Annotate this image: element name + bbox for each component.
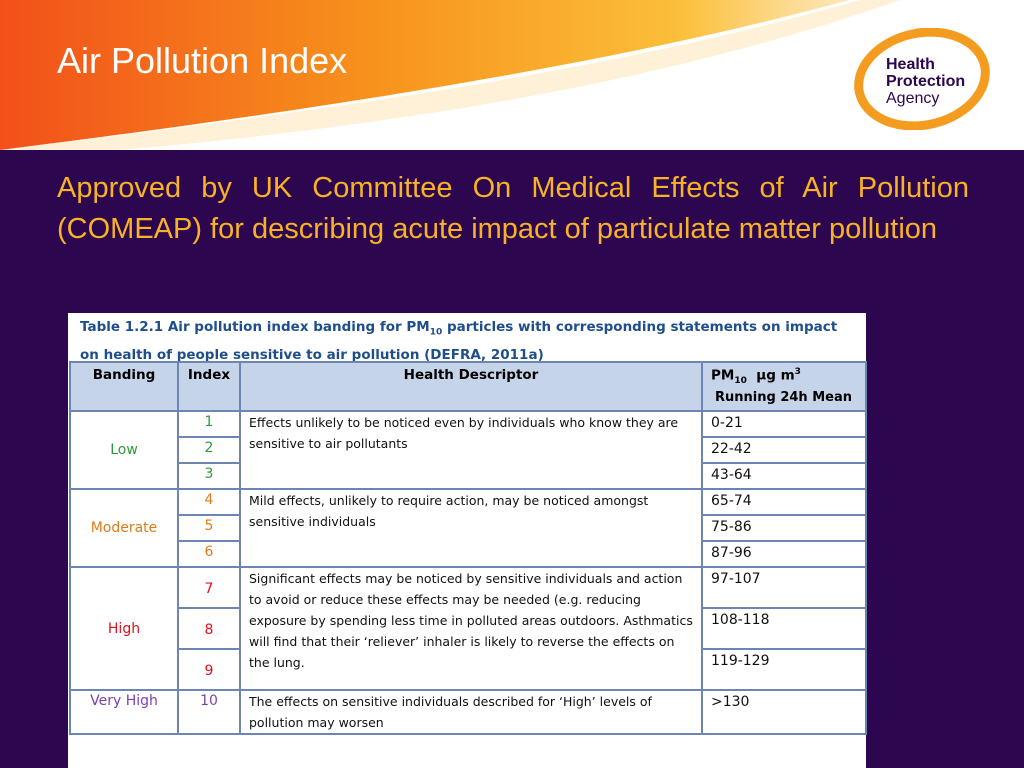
- index-cell: 9: [177, 648, 241, 691]
- index-cell: 4: [177, 488, 241, 516]
- logo-line-agency: Agency: [886, 90, 940, 107]
- index-cell: 8: [177, 607, 241, 650]
- pm-prefix: PM: [711, 367, 735, 384]
- table-row: 6 87-96: [70, 540, 867, 568]
- orange-swoosh-graphic: [0, 0, 900, 150]
- hpa-logo-icon: [854, 28, 990, 130]
- logo-line-health: Health: [886, 56, 935, 73]
- pm-cell: 43-64: [701, 462, 867, 490]
- descriptor-moderate: Mild effects, unlikely to require action…: [239, 488, 703, 568]
- pm-cell: 87-96: [701, 540, 867, 568]
- table-row: 5 75-86: [70, 514, 867, 542]
- index-cell: 5: [177, 514, 241, 542]
- pm-cell: >130: [701, 689, 867, 735]
- pm-subscript: 10: [734, 376, 747, 387]
- pm-superscript: 3: [794, 367, 801, 377]
- table-row: 8 108-118: [70, 607, 867, 650]
- table-header-row: Banding Index Health Descriptor PM10 µg …: [69, 361, 867, 412]
- table-panel: Table 1.2.1 Air pollution index banding …: [68, 313, 867, 768]
- pm-cell: 0-21: [701, 410, 867, 438]
- pm-running-mean: Running 24h Mean: [715, 390, 852, 406]
- index-cell: 6: [177, 540, 241, 568]
- slide-header: Air Pollution Index Health Protection Ag…: [0, 0, 1024, 150]
- slide-subtitle: Approved by UK Committee On Medical Effe…: [57, 172, 969, 245]
- descriptor-very-high: The effects on sensitive individuals des…: [239, 689, 703, 735]
- index-cell: 3: [177, 462, 241, 490]
- slide-title: Air Pollution Index: [57, 40, 348, 81]
- index-cell: 10: [177, 689, 241, 735]
- table-row: Very High 10 The effects on sensitive in…: [69, 689, 867, 735]
- table-row: Moderate 4 Mild effects, unlikely to req…: [69, 488, 867, 568]
- header-health-descriptor: Health Descriptor: [239, 361, 703, 412]
- table-row: Low 1 Effects unlikely to be noticed eve…: [69, 410, 867, 490]
- descriptor-high: Significant effects may be noticed by se…: [239, 566, 703, 691]
- pm-cell: 108-118: [701, 607, 867, 650]
- header-banding: Banding: [69, 361, 179, 412]
- band-moderate: Moderate: [69, 488, 179, 568]
- hpa-logo-text: Health Protection Agency: [886, 56, 965, 107]
- pm-unit: µg m: [746, 367, 795, 384]
- table-row: 2 22-42: [70, 436, 867, 464]
- pm-cell: 97-107: [701, 566, 867, 609]
- logo-line-protection: Protection: [886, 73, 966, 90]
- index-cell: 7: [177, 566, 241, 609]
- caption-text-1: Table 1.2.1 Air pollution index banding …: [80, 319, 430, 335]
- table-row: 3 43-64: [70, 462, 867, 490]
- header-index: Index: [177, 361, 241, 412]
- descriptor-low: Effects unlikely to be noticed even by i…: [239, 410, 703, 490]
- index-cell: 2: [177, 436, 241, 464]
- pm-cell: 65-74: [701, 488, 867, 516]
- pm-cell: 119-129: [701, 648, 867, 691]
- band-high: High: [69, 566, 179, 691]
- table-row: 9 119-129: [70, 648, 867, 691]
- caption-text-2: particles with corresponding statements …: [80, 319, 838, 363]
- band-very-high: Very High: [69, 689, 179, 735]
- air-pollution-index-table: Banding Index Health Descriptor PM10 µg …: [69, 361, 867, 735]
- index-cell: 1: [177, 410, 241, 438]
- header-pm10: PM10 µg m3 Running 24h Mean: [701, 361, 867, 412]
- pm-cell: 22-42: [701, 436, 867, 464]
- pm-cell: 75-86: [701, 514, 867, 542]
- caption-subscript: 10: [429, 327, 443, 338]
- band-low: Low: [69, 410, 179, 490]
- table-row: High 7 Significant effects may be notice…: [69, 566, 867, 691]
- table-caption: Table 1.2.1 Air pollution index banding …: [80, 316, 840, 366]
